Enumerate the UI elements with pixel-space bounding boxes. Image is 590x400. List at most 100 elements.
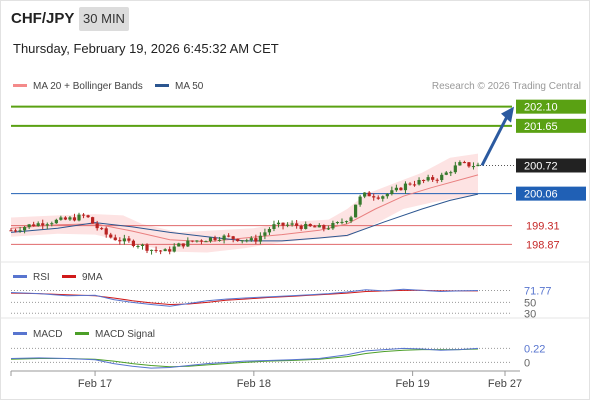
candle-body <box>77 214 81 221</box>
legend-9ma: 9MA <box>62 272 103 283</box>
candle-body <box>385 193 389 197</box>
time-tick-label-Feb-18: Feb 18 <box>237 378 271 390</box>
datetime-label: Thursday, February 19, 2026 6:45:32 AM C… <box>13 41 279 56</box>
candle-body <box>471 166 476 168</box>
legend-macd-signal: MACD Signal <box>75 329 155 340</box>
candle-body <box>431 177 435 180</box>
legend-rsi: RSI <box>13 272 50 283</box>
candle-body <box>109 234 113 238</box>
candle-body <box>136 245 140 247</box>
candle-body <box>449 172 453 174</box>
candle-body <box>290 223 294 225</box>
candle-body <box>45 224 49 226</box>
candle-body <box>331 222 335 229</box>
candle-body <box>9 230 13 232</box>
projection-arrow-head <box>501 106 514 123</box>
candle-body <box>285 224 290 226</box>
ma20-line <box>10 174 479 243</box>
credit-label: Research © 2026 Trading Central <box>431 81 581 92</box>
legend-rsi-swatch <box>13 274 27 278</box>
candle-body <box>453 165 457 173</box>
candle-body <box>149 249 154 251</box>
level-tag-202.10 <box>516 99 586 114</box>
last-price-label: 200.72 <box>524 160 558 172</box>
candle-body <box>444 172 448 175</box>
candle-body <box>213 237 217 240</box>
candle-body <box>254 238 258 242</box>
candle-body <box>426 177 430 181</box>
candle-body <box>344 221 349 223</box>
candle-body <box>440 174 444 181</box>
macd-level-label-0: 0 <box>524 357 530 369</box>
candle-body <box>308 223 312 227</box>
candle-body <box>372 196 376 198</box>
candle-body <box>263 232 267 236</box>
candle-body <box>408 183 412 185</box>
candle-body <box>222 235 226 240</box>
projection-arrow-shaft <box>480 113 510 167</box>
candle-body <box>299 225 303 229</box>
candle-body <box>104 228 108 235</box>
legend-9ma-swatch <box>62 274 76 278</box>
candle-body <box>272 224 276 229</box>
legend-macd-signal-label: MACD Signal <box>95 329 156 340</box>
candle-body <box>381 196 385 199</box>
candle-body <box>353 204 358 218</box>
candle-body <box>154 249 158 251</box>
candle-body <box>159 250 163 252</box>
candle-body <box>168 249 172 252</box>
candle-body <box>258 235 262 242</box>
candle-body <box>181 243 185 247</box>
candle-body <box>36 223 40 227</box>
candle-body <box>240 240 244 242</box>
rsi-level-label-30: 30 <box>524 308 536 320</box>
legend-ma20: MA 20 + Bollinger Bands <box>13 81 143 92</box>
candle-body <box>86 215 90 218</box>
candle-body <box>50 223 54 225</box>
legend-ma20-swatch <box>13 83 27 87</box>
legend-9ma-label: 9MA <box>82 272 103 283</box>
candle-body <box>208 237 213 242</box>
candle-body <box>81 214 86 216</box>
candle-body <box>231 236 235 239</box>
candle-body <box>163 249 167 252</box>
candle-body <box>113 237 117 241</box>
candle-body <box>172 246 176 252</box>
candle-body <box>421 179 426 181</box>
level-tag-200.06 <box>516 186 586 201</box>
rsi-level-label-71.77: 71.77 <box>524 285 552 297</box>
candle-body <box>249 238 253 241</box>
candle-body <box>177 243 181 247</box>
candle-body <box>100 228 104 230</box>
candle-body <box>417 179 421 185</box>
ma50-line <box>10 193 479 242</box>
rsi-line <box>10 288 479 307</box>
candle-body <box>131 240 136 246</box>
candle-body <box>403 183 408 191</box>
candle-body <box>199 240 204 242</box>
candle-body <box>54 219 58 224</box>
candle-body <box>204 241 208 243</box>
candle-body <box>91 217 95 224</box>
time-tick-label-Feb-17: Feb 17 <box>78 378 112 390</box>
timeframe-button[interactable]: 30 MIN <box>79 7 129 31</box>
level-label-199.31: 199.31 <box>526 221 560 233</box>
legend-macd: MACD <box>13 329 62 340</box>
candle-body <box>59 217 63 220</box>
macd-signal-line <box>10 348 479 368</box>
legend-ma50: MA 50 <box>155 81 203 92</box>
candle-body <box>41 223 45 226</box>
candle-body <box>245 240 249 242</box>
candle-body <box>236 238 240 242</box>
candle-body <box>363 192 367 197</box>
candle-body <box>281 222 285 226</box>
candle-body <box>63 217 68 220</box>
candle-body <box>72 217 77 221</box>
candle-body <box>399 187 403 191</box>
candle-body <box>122 238 126 242</box>
level-label-198.87: 198.87 <box>526 239 560 251</box>
rsi-level-label-50: 50 <box>524 297 536 309</box>
candle-body <box>367 192 371 197</box>
candle-body <box>127 238 131 241</box>
